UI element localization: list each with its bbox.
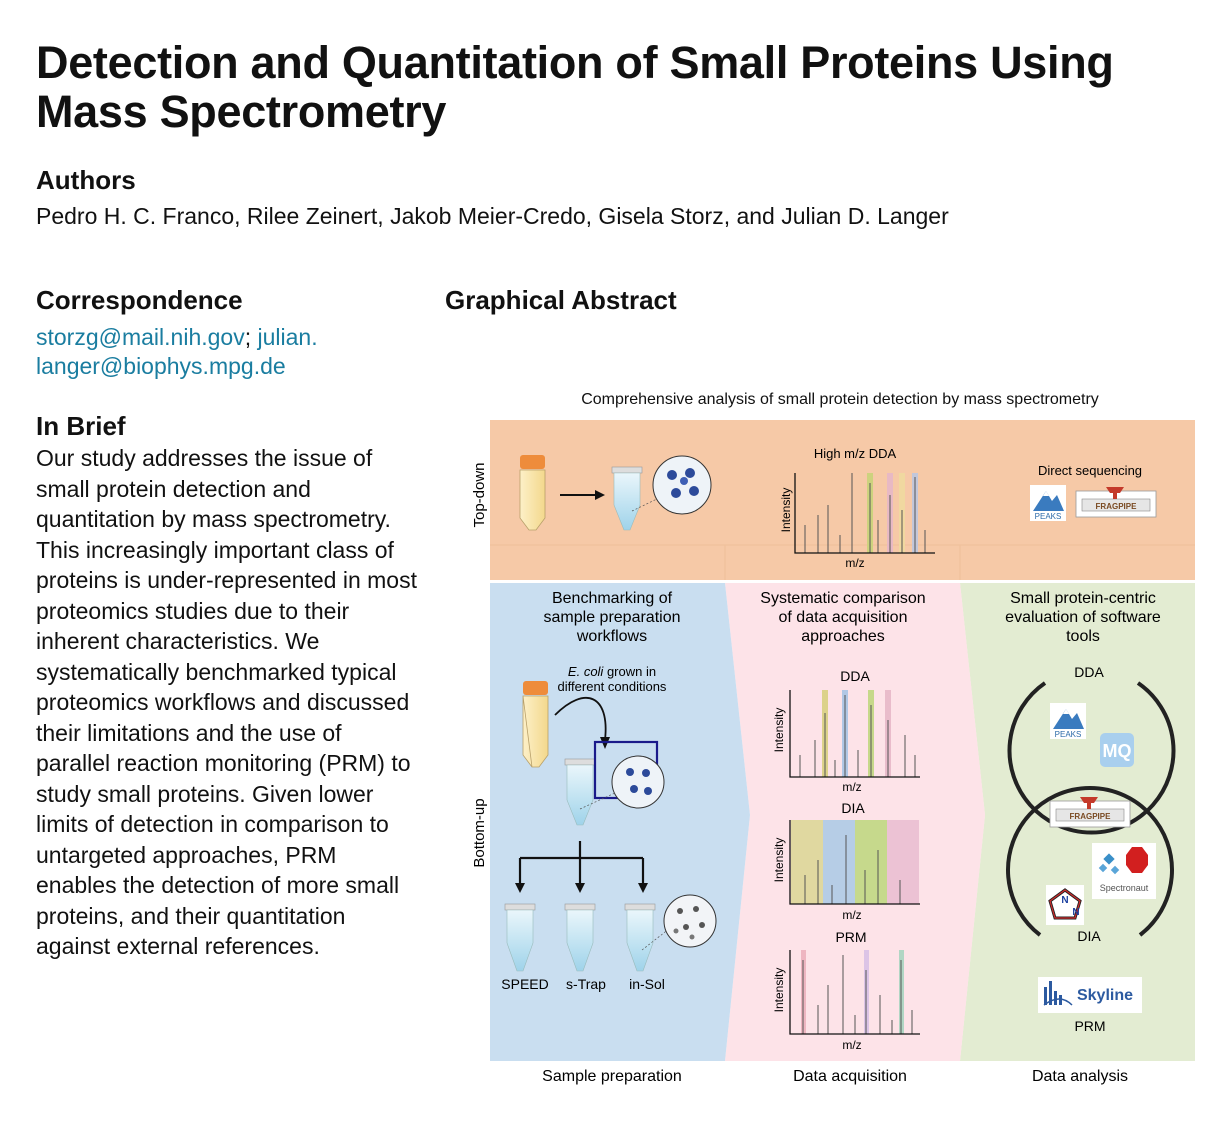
- top-down-label: Top-down: [471, 462, 488, 527]
- correspondence-emails: storzg@mail.nih.gov; julian. langer@biop…: [36, 323, 396, 381]
- peaks-logo: PEAKS: [1030, 485, 1066, 521]
- x-axis-label: m/z: [845, 556, 864, 570]
- dda-spectrum: [789, 690, 920, 778]
- dia-acq-label: DIA: [841, 800, 865, 816]
- footer-sample-prep: Sample preparation: [542, 1068, 682, 1085]
- email-link-langer-part2[interactable]: langer@biophys.mpg.de: [36, 353, 286, 379]
- direct-sequencing-label: Direct sequencing: [1038, 463, 1142, 478]
- fragpipe-logo-text: FRAGPIPE: [1096, 502, 1138, 511]
- footer-data-acquisition: Data acquisition: [793, 1068, 907, 1085]
- correspondence-heading: Correspondence: [36, 285, 243, 315]
- ecoli-label-line2: different conditions: [558, 679, 667, 694]
- dda-acq-label: DDA: [840, 668, 870, 684]
- col1-title-line3: workflows: [576, 628, 647, 645]
- dia-spectrum: [789, 820, 920, 905]
- falcon-tube-bottomup-icon: [522, 681, 549, 768]
- footer-data-analysis: Data analysis: [1032, 1068, 1128, 1085]
- microtube-icon: [611, 466, 643, 531]
- dda-software-label: DDA: [1074, 664, 1104, 680]
- spectronaut-logo: Spectronaut: [1092, 843, 1156, 899]
- maxquant-logo-text: MQ: [1103, 741, 1132, 761]
- dia-software-label: DIA: [1077, 928, 1101, 944]
- dda-circle: [1007, 681, 1176, 835]
- x-axis-label: m/z: [842, 908, 861, 922]
- authors-heading: Authors: [36, 165, 136, 195]
- email-link-langer-part1[interactable]: julian.: [257, 324, 318, 350]
- col1-title-line1: Benchmarking of: [552, 590, 673, 607]
- col3-title-line3: tools: [1066, 628, 1100, 645]
- col1-title-line2: sample preparation: [544, 609, 681, 626]
- curved-arrow-icon: [554, 697, 607, 741]
- graphical-abstract-caption: Comprehensive analysis of small protein …: [581, 391, 1099, 408]
- spectronaut-logo-text: Spectronaut: [1100, 883, 1149, 893]
- svg-text:N: N: [1061, 895, 1068, 906]
- prm-software-label: PRM: [1074, 1018, 1105, 1034]
- in-brief-heading: In Brief: [36, 411, 126, 441]
- skyline-logo: Skyline: [1038, 977, 1142, 1013]
- peaks-logo-text: PEAKS: [1035, 512, 1062, 521]
- x-axis-label: m/z: [842, 780, 861, 794]
- protein-zoom-bottomup-icon: [611, 755, 665, 809]
- prm-spectrum: [789, 950, 920, 1035]
- prm-acq-label: PRM: [835, 929, 866, 945]
- peaks-logo-text: PEAKS: [1055, 730, 1082, 739]
- col2-title-line3: approaches: [801, 628, 885, 645]
- col3-title-line2: evaluation of software: [1005, 609, 1161, 626]
- high-mz-dda-label: High m/z DDA: [814, 446, 897, 461]
- y-axis-label: Intensity: [779, 488, 793, 533]
- in-brief-text: Our study addresses the issue of small p…: [36, 445, 417, 959]
- dia-circle: [1006, 786, 1174, 937]
- fragpipe-logo-text: FRAGPIPE: [1070, 812, 1112, 821]
- falcon-tube-icon: [519, 455, 546, 531]
- col2-title-line1: Systematic comparison: [760, 590, 925, 607]
- y-axis-label: Intensity: [772, 708, 786, 753]
- sample-prep-panel: [490, 583, 725, 1061]
- col3-title-line1: Small protein-centric: [1010, 590, 1156, 607]
- protein-zoom-icon: [652, 455, 712, 515]
- col2-title-line2: of data acquisition: [779, 609, 908, 626]
- authors-list: Pedro H. C. Franco, Rilee Zeinert, Jakob…: [36, 203, 949, 229]
- nitrogen-ring-logo: N N: [1046, 885, 1084, 925]
- branch-arrows: [518, 841, 645, 885]
- skyline-logo-text: Skyline: [1077, 987, 1133, 1004]
- digested-peptides-icon: [663, 894, 717, 948]
- email-separator: ;: [244, 324, 258, 350]
- fragpipe-logo-bottomup: FRAGPIPE: [1049, 797, 1131, 828]
- graphical-abstract: Top-down Bottom-up High m/z DDA Intensit…: [471, 420, 1195, 1085]
- paper-title: Detection and Quantitation of Small Prot…: [36, 37, 1114, 137]
- top-down-spectrum: [794, 473, 935, 554]
- x-axis-label: m/z: [842, 1038, 861, 1052]
- svg-text:N: N: [1072, 907, 1079, 918]
- prep-tubes: [504, 903, 656, 972]
- email-link-storz[interactable]: storzg@mail.nih.gov: [36, 324, 245, 350]
- peaks-logo-bottomup: PEAKS: [1050, 703, 1086, 739]
- y-axis-label: Intensity: [772, 838, 786, 883]
- graphical-abstract-heading: Graphical Abstract: [445, 285, 677, 315]
- maxquant-logo: MQ: [1100, 733, 1134, 767]
- ecoli-label-line1: E. coli grown in: [568, 664, 656, 679]
- fragpipe-logo: FRAGPIPE: [1075, 487, 1157, 518]
- arrow-right-icon: [560, 490, 605, 500]
- prep-method-speed: SPEED: [501, 976, 548, 992]
- prep-method-insol: in-Sol: [629, 976, 665, 992]
- prep-method-strap: s-Trap: [566, 976, 606, 992]
- bottom-up-label: Bottom-up: [471, 798, 488, 867]
- y-axis-label: Intensity: [772, 968, 786, 1013]
